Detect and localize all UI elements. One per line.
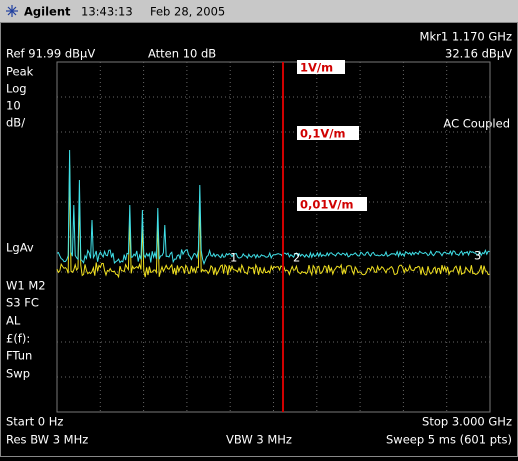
- coupling: AC Coupled: [443, 117, 510, 131]
- marker-label: 1: [230, 251, 237, 265]
- stop-frequency: Stop 3.000 GHz: [422, 415, 512, 429]
- title-bar: [0, 0, 518, 22]
- time: 13:43:13: [81, 5, 133, 19]
- marker-amplitude: 32.16 dBµV: [445, 47, 512, 61]
- side-label: LgAv: [6, 241, 34, 255]
- marker-frequency: Mkr1 1.170 GHz: [420, 30, 512, 44]
- traces: [56, 149, 490, 279]
- side-label: £(f):: [6, 332, 30, 346]
- field-label: 1V/m: [300, 61, 333, 75]
- reference-level: Ref 91.99 dBµV: [6, 47, 95, 61]
- side-label: Log: [6, 82, 27, 96]
- field-label-box: [297, 197, 367, 211]
- marker-label: 2: [293, 251, 300, 265]
- field-label-box: [297, 126, 359, 140]
- marker-label: 3: [474, 249, 481, 263]
- side-label: W1 M2: [6, 279, 46, 293]
- side-label: 10: [6, 99, 21, 113]
- logo: [6, 5, 18, 17]
- side-label: Peak: [6, 65, 34, 79]
- side-label: AL: [6, 314, 21, 328]
- attenuation: Atten 10 dB: [148, 47, 216, 61]
- trace-peak: [56, 149, 490, 266]
- field-label: 0,01V/m: [300, 198, 353, 212]
- field-label: 0,1V/m: [300, 127, 345, 141]
- graticule: [56, 61, 491, 413]
- trace-average: [56, 164, 490, 279]
- video-bandwidth: VBW 3 MHz: [226, 433, 292, 447]
- date: Feb 28, 2005: [150, 5, 225, 19]
- side-label: dB/: [6, 116, 25, 130]
- side-label: FTun: [6, 349, 32, 363]
- start-frequency: Start 0 Hz: [6, 415, 63, 429]
- resolution-bandwidth: Res BW 3 MHz: [6, 433, 88, 447]
- field-label-box: [297, 60, 345, 74]
- side-label: S3 FC: [6, 296, 39, 310]
- sweep: Sweep 5 ms (601 pts): [386, 433, 512, 447]
- brand: Agilent: [24, 5, 71, 19]
- side-label: Swp: [6, 367, 30, 381]
